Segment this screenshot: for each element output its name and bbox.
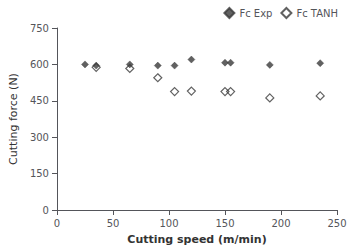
svg-text:150: 150: [215, 218, 234, 229]
svg-text:150: 150: [30, 168, 49, 179]
svg-text:250: 250: [327, 218, 346, 229]
svg-text:Fc TANH: Fc TANH: [296, 8, 338, 19]
svg-text:450: 450: [30, 95, 49, 106]
svg-text:600: 600: [30, 59, 49, 70]
svg-text:0: 0: [43, 205, 49, 216]
svg-text:Cutting speed (m/min): Cutting speed (m/min): [127, 233, 266, 246]
svg-text:50: 50: [107, 218, 120, 229]
svg-text:100: 100: [159, 218, 178, 229]
svg-text:Fc Exp: Fc Exp: [239, 8, 272, 19]
svg-text:Cutting force (N): Cutting force (N): [7, 73, 20, 165]
svg-text:200: 200: [271, 218, 290, 229]
svg-text:0: 0: [54, 218, 60, 229]
svg-text:300: 300: [30, 132, 49, 143]
svg-text:750: 750: [30, 23, 49, 34]
